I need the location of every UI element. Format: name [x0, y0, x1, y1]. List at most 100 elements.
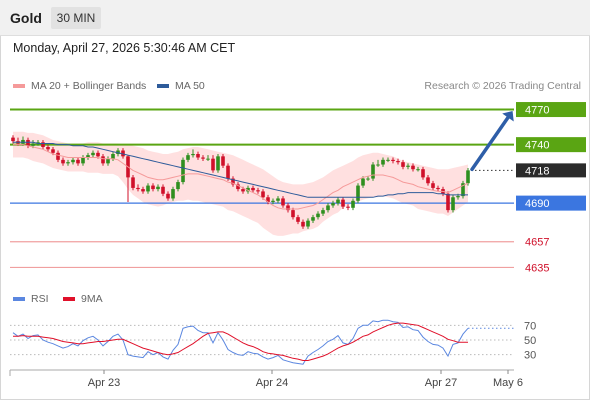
candle-body — [146, 185, 150, 192]
candle-body — [286, 205, 290, 211]
legend-ma50-label: MA 50 — [175, 80, 205, 92]
candle-body — [161, 186, 165, 194]
ma50-swatch — [157, 84, 169, 88]
candle-body — [321, 210, 325, 214]
legend-9ma: 9MA — [63, 293, 103, 305]
candle-body — [11, 137, 15, 142]
candle-body — [436, 187, 440, 190]
candle-body — [466, 170, 470, 184]
candle-body — [166, 193, 170, 199]
candle-body — [346, 206, 350, 208]
rsi-tick-label-30: 30 — [524, 350, 536, 362]
candle-body — [116, 150, 120, 154]
candle-body — [411, 165, 415, 170]
candle-body — [226, 165, 230, 179]
candle-body — [406, 165, 410, 167]
candle-body — [271, 200, 275, 202]
resistance-label-bg-4740 — [516, 137, 586, 153]
resistance-label-4740: 4740 — [525, 140, 549, 152]
candle-body — [216, 156, 220, 171]
candle-body — [31, 143, 35, 146]
candle-body — [96, 152, 100, 157]
candle-body — [386, 159, 390, 161]
candle-body — [196, 153, 200, 158]
rsi-tick-label-50: 50 — [524, 335, 536, 347]
candle-body — [201, 157, 205, 159]
candle-body — [221, 156, 225, 166]
rsi-tick-label-70: 70 — [524, 320, 536, 332]
legend-9ma-label: 9MA — [81, 293, 103, 305]
candle-body — [421, 169, 425, 178]
ma20-swatch — [13, 84, 25, 88]
ma20-line — [13, 144, 469, 210]
candle-body — [431, 183, 435, 188]
candle-body — [211, 158, 215, 171]
bollinger-band-area — [13, 131, 468, 236]
candle-body — [176, 182, 180, 190]
candle-body — [76, 159, 80, 164]
candle-body — [326, 205, 330, 211]
support-label-4657: 4657 — [525, 237, 549, 249]
candle-body — [181, 159, 185, 183]
candle-body — [426, 177, 430, 184]
candle-body — [231, 178, 235, 185]
x-axis-label: Apr 27 — [425, 377, 457, 389]
ma9-swatch — [63, 297, 75, 301]
symbol-title: Gold — [10, 10, 42, 26]
candle-body — [236, 184, 240, 190]
candle-body — [396, 161, 400, 163]
candle-body — [296, 217, 300, 222]
candle-body — [151, 185, 155, 190]
candle-body — [381, 159, 385, 165]
candle-body — [311, 217, 315, 221]
legend-ma20: MA 20 + Bollinger Bands — [13, 80, 146, 92]
candle-body — [81, 157, 85, 164]
candle-body — [301, 221, 305, 227]
rsi-line — [12, 319, 469, 365]
candle-body — [251, 187, 255, 191]
candle-body — [66, 162, 70, 164]
candle-body — [121, 150, 125, 157]
ma50-line — [13, 141, 468, 198]
candle-body — [356, 185, 360, 201]
rsi-swatch — [13, 297, 25, 301]
candle-body — [131, 177, 135, 188]
candle-body — [371, 164, 375, 179]
chart-datetime: Monday, April 27, 2026 5:30:46 AM CET — [13, 41, 236, 55]
candle-body — [261, 191, 265, 198]
candle-body — [41, 142, 45, 147]
legend-rsi-label: RSI — [31, 293, 49, 305]
candle-body — [206, 158, 210, 160]
current-price-label: 4718 — [525, 165, 549, 177]
candle-body — [111, 153, 115, 159]
candle-body — [71, 159, 75, 163]
chart-header: Gold 30 MIN — [0, 0, 590, 36]
candle-body — [141, 189, 145, 192]
candle-body — [101, 156, 105, 164]
candle-body — [376, 164, 380, 166]
timeframe-button[interactable]: 30 MIN — [51, 7, 101, 29]
candle-body — [106, 158, 110, 164]
candle-body — [446, 193, 450, 211]
legend-rsi: RSI — [13, 293, 49, 305]
candle-body — [241, 189, 245, 192]
candle-body — [186, 155, 190, 160]
candle-body — [366, 178, 370, 180]
research-credit: Research © 2026 Trading Central — [424, 80, 581, 92]
candle-body — [306, 220, 310, 227]
forecast-arrow-head — [502, 110, 514, 122]
candle-body — [401, 162, 405, 167]
support-label-4635: 4635 — [525, 262, 549, 274]
candle-body — [191, 153, 195, 156]
candle-body — [26, 139, 30, 146]
current-price-label-bg — [516, 163, 586, 178]
candle-body — [361, 178, 365, 186]
legend-ma50: MA 50 — [157, 80, 205, 92]
candle-body — [391, 159, 395, 162]
candle-body — [36, 142, 40, 144]
pivot-label-4690: 4690 — [525, 198, 549, 210]
candle-body — [351, 200, 355, 208]
candle-body — [256, 190, 260, 192]
candle-body — [171, 189, 175, 199]
